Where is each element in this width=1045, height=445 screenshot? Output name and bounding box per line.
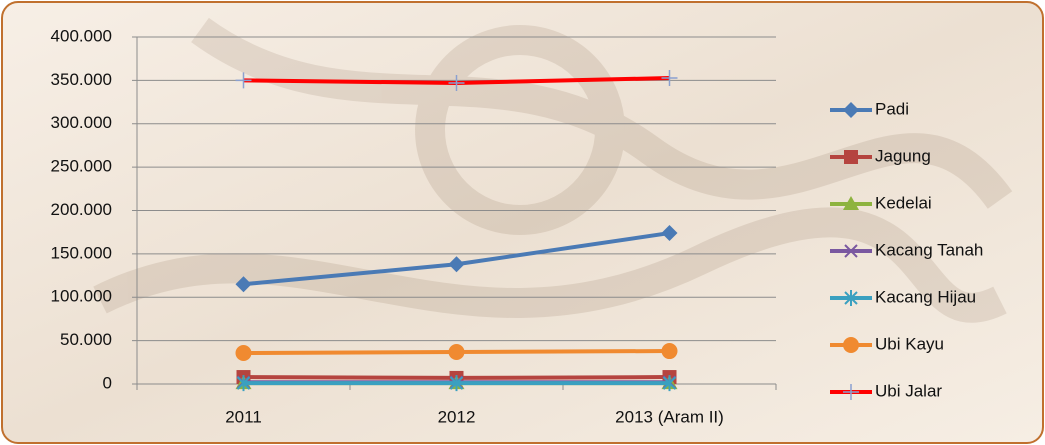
legend-label: Padi xyxy=(875,99,909,118)
marker xyxy=(844,290,858,306)
legend-entry: Kacang Tanah xyxy=(830,240,983,259)
background-pattern xyxy=(93,17,1013,323)
y-tick-label: 50.000 xyxy=(60,330,112,349)
marker xyxy=(843,384,859,400)
legend-entry: Ubi Kayu xyxy=(830,334,944,353)
y-tick-label: 350.000 xyxy=(51,70,112,89)
marker xyxy=(662,375,677,392)
marker xyxy=(661,343,678,360)
marker xyxy=(661,225,678,242)
legend-label: Jagung xyxy=(875,146,931,165)
legend-label: Ubi Kayu xyxy=(875,334,944,353)
legend-entry: Kacang Hijau xyxy=(830,287,976,306)
marker xyxy=(844,150,858,164)
legend-label: Kacang Hijau xyxy=(875,287,976,306)
marker xyxy=(449,375,464,392)
y-tick-label: 150.000 xyxy=(51,243,112,262)
x-tick-label: 2011 xyxy=(225,407,262,426)
marker xyxy=(843,102,859,118)
y-tick-label: 300.000 xyxy=(51,113,112,132)
marker xyxy=(448,74,465,91)
marker xyxy=(843,196,859,210)
marker xyxy=(236,375,251,392)
legend-entry: Kedelai xyxy=(830,193,932,212)
legend-label: Ubi Jalar xyxy=(875,381,942,400)
marker xyxy=(235,72,252,89)
marker xyxy=(235,345,252,362)
marker xyxy=(448,256,465,273)
legend-entry: Jagung xyxy=(830,146,931,165)
legend-label: Kedelai xyxy=(875,193,932,212)
marker xyxy=(661,70,678,87)
legend-entry: Padi xyxy=(830,99,909,118)
marker xyxy=(448,343,465,360)
y-tick-label: 400.000 xyxy=(51,26,112,45)
y-tick-label: 0 xyxy=(103,373,112,392)
marker xyxy=(843,337,859,353)
y-tick-label: 100.000 xyxy=(51,287,112,306)
y-tick-label: 200.000 xyxy=(51,200,112,219)
legend-entry: Ubi Jalar xyxy=(830,381,942,400)
marker xyxy=(844,244,858,258)
x-tick-label: 2012 xyxy=(438,407,476,426)
legend-label: Kacang Tanah xyxy=(875,240,983,259)
x-tick-label: 2013 (Aram II) xyxy=(615,407,724,426)
y-tick-label: 250.000 xyxy=(51,157,112,176)
marker xyxy=(235,276,252,293)
